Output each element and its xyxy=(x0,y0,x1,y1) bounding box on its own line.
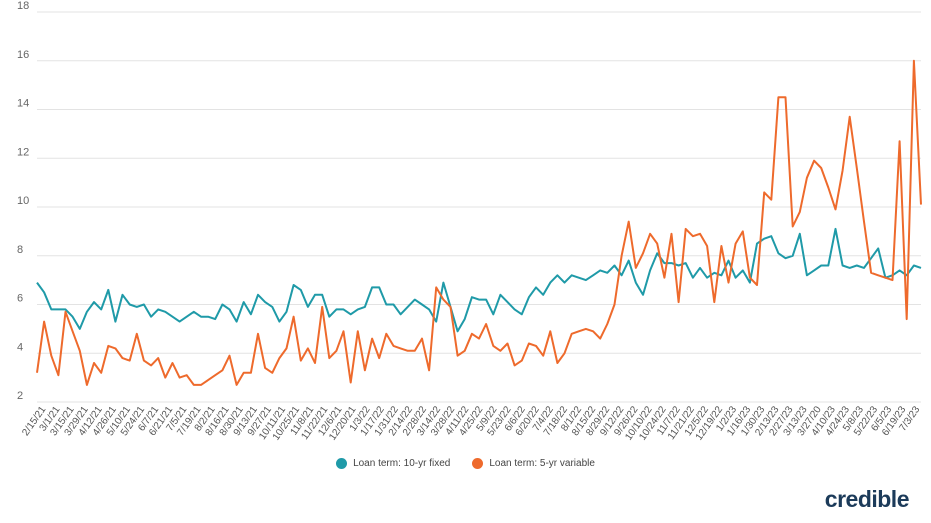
y-axis-ticks: 2 4 6 8 10 12 14 16 18 xyxy=(17,0,29,402)
legend-label-10yr-fixed: Loan term: 10-yr fixed xyxy=(353,458,451,469)
y-tick-label: 12 xyxy=(17,146,29,158)
y-tick-label: 4 xyxy=(17,341,23,353)
line-chart: 2 4 6 8 10 12 14 16 18 2/15/213/1/213/15/213/29/… xyxy=(17,0,923,443)
y-tick-label: 14 xyxy=(17,98,29,110)
legend-swatch-10yr-fixed xyxy=(336,458,348,469)
legend: Loan term: 10-yr fixed Loan term: 5-yr v… xyxy=(0,458,931,469)
y-tick-label: 18 xyxy=(17,0,29,12)
series-line-10yr-fixed[interactable] xyxy=(36,227,922,333)
credible-logo: credible xyxy=(824,486,910,512)
legend-item-10yr-fixed[interactable]: Loan term: 10-yr fixed xyxy=(336,458,450,469)
legend-item-5yr-variable[interactable]: Loan term: 5-yr variable xyxy=(472,458,595,469)
legend-swatch-5yr-variable xyxy=(472,458,484,469)
y-tick-label: 8 xyxy=(17,244,23,256)
y-tick-label: 6 xyxy=(17,293,23,305)
y-tick-label: 10 xyxy=(17,195,29,207)
series-line-5yr-variable[interactable] xyxy=(36,59,922,386)
legend-label-5yr-variable: Loan term: 5-yr variable xyxy=(489,458,595,469)
series-lines xyxy=(36,59,922,386)
y-tick-label: 2 xyxy=(17,390,23,402)
y-tick-label: 16 xyxy=(17,49,29,61)
gridlines xyxy=(37,11,921,403)
x-axis-ticks: 2/15/213/1/213/15/213/29/214/12/214/26/2… xyxy=(20,404,922,443)
